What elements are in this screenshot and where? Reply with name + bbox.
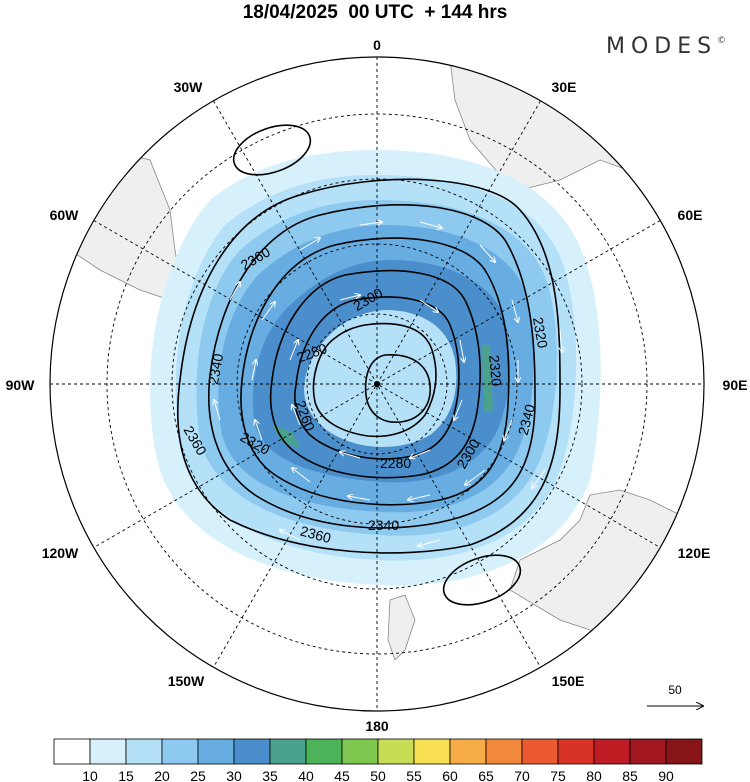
colorbar-swatch xyxy=(53,738,91,765)
contour-high-tasman xyxy=(442,554,522,606)
colorbar-tick-label: 10 xyxy=(82,768,98,782)
meridian-label-90e: 90E xyxy=(723,377,748,393)
map-disk: 2360 2320 2300 2280 2260 2340 2320 2340 … xyxy=(50,57,704,711)
height-contours xyxy=(177,124,561,606)
colorbar-tick-label: 15 xyxy=(118,768,134,782)
contour-2280 xyxy=(294,296,460,460)
contour-label: 2320 xyxy=(486,354,505,387)
colorbar-tick-label: 25 xyxy=(190,768,206,782)
graticule xyxy=(50,57,704,711)
meridian-label-60w: 60W xyxy=(50,207,80,223)
colorbar-tick-label: 65 xyxy=(478,768,494,782)
contour-label: 2320 xyxy=(530,316,551,350)
wind-vectors xyxy=(214,222,562,546)
colorbar-tick-label: 30 xyxy=(226,768,242,782)
shade-40-east xyxy=(482,345,493,412)
meridian-label-180: 180 xyxy=(365,718,389,734)
colorbar-tick-label: 50 xyxy=(370,768,386,782)
contour-2260 xyxy=(312,322,437,438)
meridian-label-120w: 120W xyxy=(42,545,79,561)
colorbar-swatch xyxy=(161,738,199,765)
brand-text: MODES xyxy=(606,34,718,59)
meridian-labels: 0 30E 60E 90E 120E 150E 180 150W 120W 90… xyxy=(6,37,748,734)
colorbar-tick-label: 90 xyxy=(658,768,674,782)
colorbar-swatch xyxy=(413,738,451,765)
meridian-label-0: 0 xyxy=(373,37,381,53)
colorbar-swatch xyxy=(521,738,559,765)
colorbar-tick-label: 35 xyxy=(262,768,278,782)
meridian-label-90w: 90W xyxy=(6,377,36,393)
colorbar-swatch xyxy=(377,738,415,765)
meridian-label-30e: 30E xyxy=(552,79,577,95)
meridian-label-60e: 60E xyxy=(678,207,703,223)
land-new-zealand xyxy=(387,594,416,661)
vector-key: 50 xyxy=(647,683,703,706)
colorbar-swatch xyxy=(197,738,235,765)
contour-label: 2340 xyxy=(515,402,539,436)
colorbar-swatch xyxy=(557,738,595,765)
contour-2300 xyxy=(269,269,481,479)
map-frame xyxy=(49,56,705,712)
colorbar-tick-label: 85 xyxy=(622,768,638,782)
wind-speed-shading xyxy=(150,150,601,586)
contour-2320 xyxy=(240,237,510,506)
meridian-label-150e: 150E xyxy=(552,673,585,689)
contour-2240-core xyxy=(364,354,431,423)
colorbar-swatch xyxy=(89,738,127,765)
map-title: 18/04/2025 00 UTC + 144 hrs xyxy=(242,2,508,23)
colorbar-swatch xyxy=(449,738,487,765)
colorbar-tick-label: 80 xyxy=(586,768,602,782)
meridian-label-120e: 120E xyxy=(678,545,711,561)
colorbar-tick-label: 55 xyxy=(406,768,422,782)
colorbar-swatch xyxy=(485,738,523,765)
contour-label: 2280 xyxy=(380,455,411,471)
meridian-label-30w: 30W xyxy=(174,79,204,95)
meridian-label-150w: 150W xyxy=(168,673,205,689)
copyright-mark: © xyxy=(717,36,727,46)
contour-2340 xyxy=(208,204,536,529)
colorbar-swatch xyxy=(341,738,379,765)
colorbar-tick-label: 75 xyxy=(550,768,566,782)
colorbar-tick-label: 60 xyxy=(442,768,458,782)
colorbar-tick-label: 70 xyxy=(514,768,530,782)
contour-label: 2360 xyxy=(299,523,333,547)
contour-label: 2340 xyxy=(368,517,399,533)
brand-logo: MODES© xyxy=(606,34,726,59)
colorbar-swatch xyxy=(665,738,703,765)
colorbar-swatch xyxy=(269,738,307,765)
colorbar-swatch xyxy=(305,738,343,765)
contour-label: 2340 xyxy=(205,352,226,386)
colorbar-tick-label: 40 xyxy=(298,768,314,782)
colorbar-swatch xyxy=(233,738,271,765)
colorbar-swatch xyxy=(593,738,631,765)
colorbar-tick-label: 20 xyxy=(154,768,170,782)
colorbar: 10 15 20 25 30 35 40 45 50 55 60 65 70 75 80 85 90 xyxy=(53,738,703,782)
contour-high-south-atlantic xyxy=(232,124,312,176)
contour-2360-outer xyxy=(177,178,561,554)
colorbar-tick-label: 45 xyxy=(334,768,350,782)
vector-key-label: 50 xyxy=(668,683,682,697)
south-pole-marker xyxy=(374,381,380,387)
colorbar-swatch xyxy=(125,738,163,765)
colorbar-ticks: 10 15 20 25 30 35 40 45 50 55 60 65 70 75 80 85 90 xyxy=(82,768,674,782)
colorbar-boxes xyxy=(53,738,703,765)
colorbar-swatch xyxy=(629,738,667,765)
